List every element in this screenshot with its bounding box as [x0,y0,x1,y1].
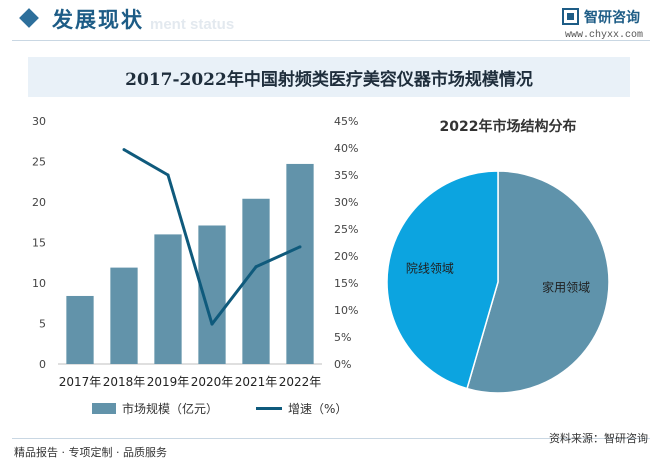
x-tick-label: 2019年 [147,375,190,389]
footer-tagline: 精品报告 · 专项定制 · 品质服务 [14,446,167,459]
legend-label-bar: 市场规模（亿元） [122,402,219,416]
bar [154,234,182,364]
legend-label-line: 增速（%） [288,402,348,416]
legend-swatch-bar [92,403,116,414]
combo-chart: 0 5 10 15 20 25 30 0% 5% 10% 15% 20% 25% 30% 35% 40% 45%… [32,115,358,389]
y-left-tick-label: 15 [32,237,46,250]
pie-slice [466,170,610,394]
footer-divider [12,438,650,439]
growth-point [122,148,126,152]
pie-title: 2022年市场结构分布 [439,119,577,135]
diamond-icon [19,8,39,28]
y-right-tick-label: 10% [334,304,358,317]
x-tick-label: 2018年 [103,375,146,389]
growth-point [210,322,214,326]
y-left-tick-label: 10 [32,277,46,290]
y-right-tick-label: 20% [334,250,358,263]
y-left-tick-label: 30 [32,115,46,128]
bar [242,198,270,364]
x-tick-label: 2022年 [279,375,322,389]
pie-chart: 家用领域 院线领域 [386,170,610,394]
bar [66,295,94,364]
x-tick-label: 2021年 [235,375,278,389]
growth-point [254,265,258,269]
title-bar: 2017-2022年中国射频类医疗美容仪器市场规模情况 [28,57,630,97]
logo-icon [562,8,579,25]
y-right-tick-label: 30% [334,196,358,209]
footer-source: 资料来源：智研咨询 [549,432,648,445]
y-left-tick-label: 25 [32,156,46,169]
growth-point [298,245,302,249]
bar [286,163,314,364]
y-right-tick-label: 0% [334,358,351,371]
x-tick-label: 2020年 [191,375,234,389]
y-right-tick-label: 45% [334,115,358,128]
bar [110,267,138,364]
legend: 市场规模（亿元） 增速（%） [92,400,385,417]
legend-swatch-line [256,407,283,410]
pie-slice-label: 院线领域 [406,261,454,275]
pie-slice-label: 家用领域 [542,280,590,295]
chart-title: 2017-2022年中国射频类医疗美容仪器市场规模情况 [125,69,533,90]
y-left-tick-label: 0 [39,358,46,371]
y-right-tick-label: 35% [334,169,358,182]
pie-slice [386,170,499,390]
header-divider [12,40,650,41]
legend-item-line: 增速（%） [256,400,347,417]
x-tick-label: 2017年 [59,375,102,389]
y-left-tick-label: 20 [32,196,46,209]
y-right-tick-label: 15% [334,277,358,290]
y-right-tick-label: 5% [334,331,351,344]
header-subtitle: ment status [150,16,235,33]
growth-point [166,173,170,177]
y-right-tick-label: 25% [334,223,358,236]
brand-logo: 智研咨询 www.chyxx.com [562,6,657,42]
header-title: 发展现状 [52,8,144,32]
y-right-tick-label: 40% [334,142,358,155]
legend-item-bar: 市场规模（亿元） [92,400,218,417]
y-left-tick-label: 5 [39,318,46,331]
logo-url: www.chyxx.com [565,30,644,41]
logo-name: 智研咨询 [584,10,640,26]
header: ment status 发展现状 智研咨询 www.chyxx.com [0,0,662,46]
